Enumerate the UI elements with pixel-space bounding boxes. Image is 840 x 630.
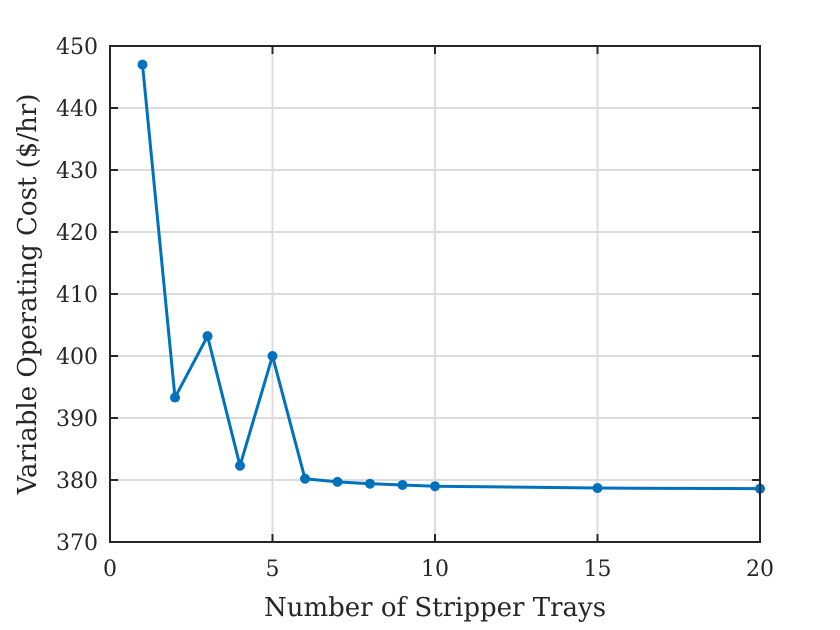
x-tick-label: 20 [746, 557, 774, 582]
y-tick-label: 440 [56, 97, 98, 122]
y-tick-label: 370 [56, 531, 98, 556]
data-point [430, 481, 440, 492]
data-point [300, 473, 310, 484]
x-tick-label: 5 [266, 557, 280, 582]
y-axis-label: Variable Operating Cost ($/hr) [13, 94, 43, 496]
tick-labels: 0 5 10 15 20 370 380 390 400 410 420 430 440 450 [56, 35, 774, 582]
data-point [332, 476, 343, 487]
axis-ticks [109, 45, 761, 543]
y-tick-label: 380 [56, 469, 98, 494]
series-layer [137, 59, 765, 494]
series-line [141, 64, 761, 491]
x-tick-label: 0 [103, 557, 117, 582]
x-tick-label: 10 [421, 557, 449, 582]
data-point [170, 392, 180, 403]
y-tick-label: 400 [56, 345, 98, 370]
data-point [137, 59, 148, 70]
y-tick-label: 450 [56, 35, 98, 60]
data-point [267, 351, 278, 361]
data-point [235, 460, 245, 471]
x-axis-label: Number of Stripper Trays [264, 593, 606, 623]
data-point [592, 483, 603, 494]
y-tick-label: 410 [56, 283, 98, 308]
data-point [202, 331, 213, 342]
y-tick-label: 430 [56, 159, 98, 184]
x-tick-label: 15 [584, 557, 612, 582]
data-point [365, 478, 375, 489]
data-point [397, 479, 408, 490]
y-tick-label: 390 [56, 407, 98, 432]
y-tick-label: 420 [56, 221, 98, 246]
